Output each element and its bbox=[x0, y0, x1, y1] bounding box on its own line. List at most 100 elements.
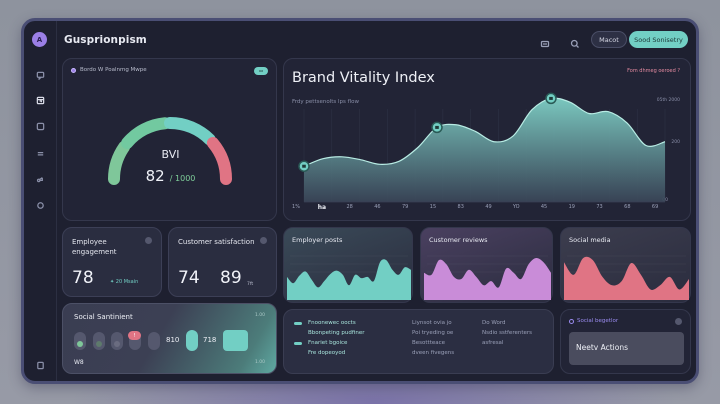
x-tick-label: 69 bbox=[651, 204, 659, 210]
kpi-delta: ✦ 20 Msain bbox=[110, 279, 139, 285]
gauge-card-header: Bordo W Poalnmg Mwpe bbox=[80, 67, 147, 73]
gauge-arc bbox=[108, 117, 232, 185]
sparkline-card-social-media[interactable]: Social media bbox=[560, 227, 691, 303]
target-icon bbox=[569, 318, 574, 324]
sparkline-area bbox=[564, 256, 689, 300]
list-item-lead[interactable]: Fnariet bgoice bbox=[308, 340, 348, 346]
sparkline-title: Employer posts bbox=[292, 236, 343, 244]
sparkline-area bbox=[424, 257, 551, 300]
list-item-lead[interactable]: Bbonpeting pudfiner bbox=[308, 330, 365, 336]
sentiment-toggle[interactable] bbox=[93, 332, 105, 350]
sentiment-value-2: 718 bbox=[203, 336, 217, 344]
marker-glyph bbox=[302, 164, 306, 168]
bullet-dash-icon bbox=[294, 342, 302, 345]
x-tick-label: 28 bbox=[346, 204, 353, 210]
bottom-square-icon[interactable] bbox=[34, 359, 46, 371]
status-dot-icon bbox=[71, 67, 76, 73]
options-icon[interactable] bbox=[675, 318, 682, 325]
sparkline-title: Customer reviews bbox=[429, 236, 488, 244]
settings-icon[interactable] bbox=[34, 199, 46, 211]
sentiment-value-1: 810 bbox=[166, 336, 180, 344]
kpi-customer-satisfaction[interactable]: Customer satisfaction 74 89 7ft bbox=[168, 227, 277, 297]
secondary-button[interactable]: Macot bbox=[591, 31, 627, 48]
chart-date: 05th 2000 bbox=[656, 98, 680, 103]
x-tick-label: 45 bbox=[540, 204, 548, 210]
kpi-unit: 7ft bbox=[247, 282, 254, 287]
gauge-segment bbox=[206, 137, 232, 185]
sidebar: A bbox=[24, 21, 57, 381]
info-icon[interactable] bbox=[260, 237, 267, 244]
sparkline-chart bbox=[287, 255, 411, 300]
sparkline-chart bbox=[564, 255, 689, 300]
x-tick-label: 68 bbox=[624, 204, 631, 210]
sentiment-toggle[interactable] bbox=[148, 332, 160, 350]
x-tick-label: YO bbox=[512, 204, 520, 210]
bvi-label: BVI bbox=[161, 148, 180, 161]
marker-glyph bbox=[549, 96, 553, 100]
sentiment-footer: W8 bbox=[74, 359, 84, 366]
sparkline-card-customer-reviews[interactable]: Customer reviews bbox=[420, 227, 553, 303]
kpi-employee-engagement[interactable]: Employee engagement 78 ✦ 20 Msain bbox=[62, 227, 162, 297]
list-item-mid: dveen fivegens bbox=[412, 350, 455, 356]
sentiment-bar bbox=[186, 330, 198, 351]
x-tick-label: 79 bbox=[402, 204, 409, 210]
area-fill bbox=[304, 98, 665, 202]
kpi-title: Customer satisfaction bbox=[178, 238, 255, 246]
x-tick-label: 46 bbox=[374, 204, 381, 210]
kpi-value-secondary: 89 bbox=[220, 268, 242, 288]
primary-button[interactable]: Sood Sonisetry bbox=[629, 31, 688, 48]
menu-icon[interactable] bbox=[34, 147, 46, 159]
bvi-max: / 1000 bbox=[169, 174, 196, 183]
list-item-mid: Liynsot ovia jo bbox=[412, 320, 452, 326]
kpi-value: 78 bbox=[72, 268, 94, 288]
sparkline-area bbox=[287, 259, 411, 300]
chart-link[interactable]: Fom dhmeg oeroed ? bbox=[627, 68, 680, 74]
bullet-dash-icon bbox=[294, 322, 302, 325]
sentiment-bottom-tick: 1.00 bbox=[254, 360, 265, 365]
sparkline-card-employer-posts[interactable]: Employer posts bbox=[283, 227, 413, 303]
bvi-value: 82 bbox=[145, 167, 165, 185]
kpi-value: 74 bbox=[178, 268, 200, 288]
social-sentiment-card: Social Santinient 1.00 1.00 ! 810 718 W8 bbox=[62, 303, 277, 374]
message-icon[interactable] bbox=[540, 34, 552, 48]
sparkline-title: Social media bbox=[569, 236, 611, 244]
info-icon[interactable] bbox=[145, 237, 152, 244]
x-tick-label: 19 bbox=[568, 204, 575, 210]
app-logo[interactable]: A bbox=[32, 32, 47, 47]
chat-icon[interactable] bbox=[34, 69, 46, 81]
sentiment-title: Social Santinient bbox=[74, 313, 133, 321]
x-tick-label: ha bbox=[317, 204, 327, 211]
insights-list-card: Fnoonewec oocts Liynsot ovia jo Do Word Bbo… bbox=[283, 309, 554, 374]
list-item-lead[interactable]: Fre dopeoyod bbox=[308, 350, 346, 356]
x-tick-label: 1% bbox=[292, 204, 300, 210]
marker-glyph bbox=[435, 125, 439, 129]
bvi-gauge-card: Bordo W Poalnmg Mwpe aa BVI 82 / 1000 bbox=[62, 58, 277, 221]
gauge-segment bbox=[121, 117, 172, 150]
gauge-badge[interactable]: aa bbox=[254, 67, 268, 75]
sentiment-toggle[interactable] bbox=[74, 332, 86, 350]
dashboard-window: A Gusprionpism Macot Sood Sonisetry Bord… bbox=[21, 18, 699, 384]
chart-title: Brand Vitality Index bbox=[292, 70, 435, 86]
kpi-title: Employee engagement bbox=[72, 238, 117, 256]
x-tick-label: 15 bbox=[429, 204, 437, 210]
app-title: Gusprionpism bbox=[64, 34, 147, 46]
list-item-lead[interactable]: Fnoonewec oocts bbox=[308, 320, 356, 326]
calendar-icon[interactable] bbox=[34, 94, 46, 106]
list-item-mid: Poi tryeding oe bbox=[412, 330, 454, 336]
gauge-segment bbox=[108, 140, 131, 185]
alert-icon[interactable]: ! bbox=[128, 331, 141, 340]
square-icon[interactable] bbox=[34, 120, 46, 132]
x-tick-label: 73 bbox=[596, 204, 603, 210]
list-item-mid: Besottteace bbox=[412, 340, 446, 346]
sentiment-block bbox=[223, 330, 248, 351]
search-icon[interactable] bbox=[570, 34, 582, 48]
sentiment-toggle[interactable] bbox=[111, 332, 123, 350]
x-tick-label: 49 bbox=[485, 204, 492, 210]
next-actions-card: Social begetlor Neetv Actions bbox=[560, 309, 691, 374]
sentiment-top-tick: 1.00 bbox=[254, 313, 265, 318]
next-actions-button[interactable]: Neetv Actions bbox=[569, 332, 684, 365]
actions-header: Social begetlor bbox=[577, 318, 619, 324]
x-tick-label: 83 bbox=[457, 204, 464, 210]
share-icon[interactable] bbox=[34, 173, 46, 185]
list-item-right: Nsdio sstferenters bbox=[482, 330, 532, 336]
